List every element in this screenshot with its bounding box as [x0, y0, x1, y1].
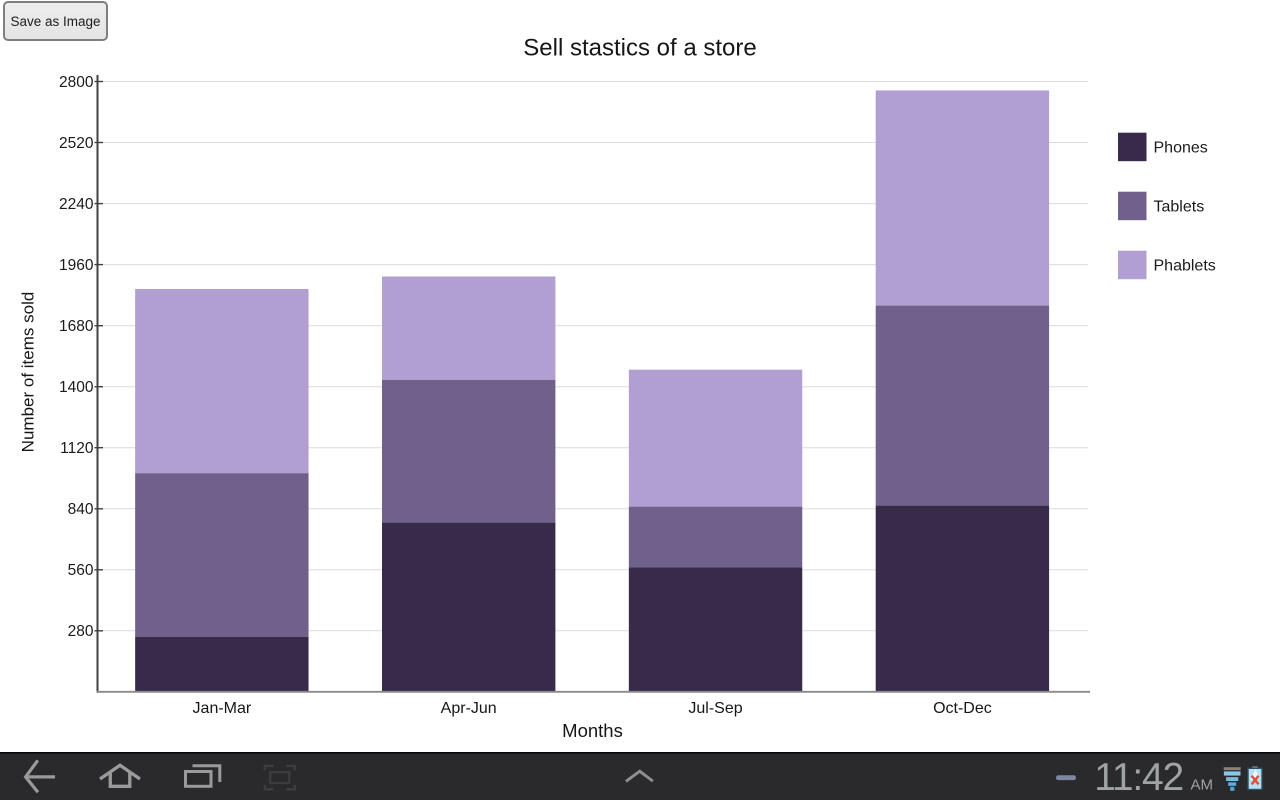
svg-text:2240: 2240	[59, 196, 94, 213]
svg-text:Apr-Jun: Apr-Jun	[441, 700, 497, 717]
svg-text:Months: Months	[562, 720, 623, 741]
svg-text:11:42: 11:42	[1094, 756, 1183, 799]
svg-text:Sell stastics of a store: Sell stastics of a store	[523, 35, 756, 62]
svg-text:1400: 1400	[59, 379, 94, 396]
svg-text:1960: 1960	[59, 257, 94, 274]
svg-text:2520: 2520	[59, 135, 94, 152]
svg-text:Jan-Mar: Jan-Mar	[193, 700, 252, 717]
svg-text:280: 280	[68, 623, 94, 640]
svg-text:Phablets: Phablets	[1154, 258, 1216, 275]
svg-text:AM: AM	[1191, 777, 1214, 794]
svg-text:2800: 2800	[59, 74, 94, 91]
svg-text:Phones: Phones	[1154, 140, 1208, 157]
svg-text:560: 560	[68, 562, 94, 579]
svg-text:1680: 1680	[59, 318, 94, 335]
svg-text:840: 840	[68, 501, 94, 518]
svg-text:Oct-Dec: Oct-Dec	[933, 700, 992, 717]
svg-text:1120: 1120	[60, 440, 94, 457]
svg-text:Jul-Sep: Jul-Sep	[688, 700, 742, 717]
svg-text:Number of items sold: Number of items sold	[19, 292, 38, 453]
svg-text:Tablets: Tablets	[1154, 199, 1205, 216]
